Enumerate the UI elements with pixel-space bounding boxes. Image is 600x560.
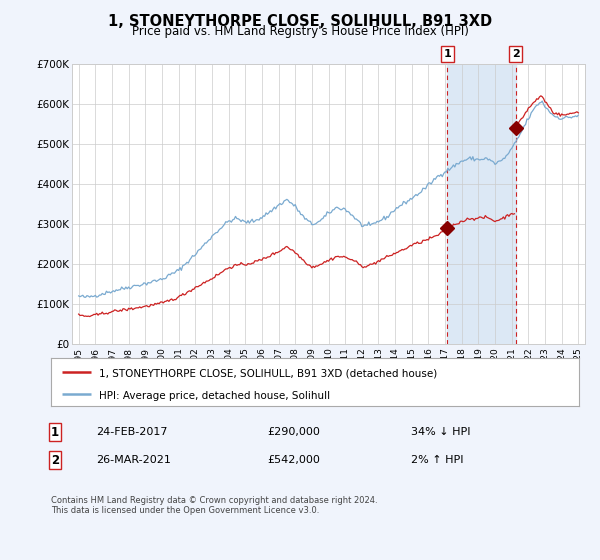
Text: 26-MAR-2021: 26-MAR-2021 bbox=[96, 455, 171, 465]
Text: 34% ↓ HPI: 34% ↓ HPI bbox=[411, 427, 470, 437]
Text: 2: 2 bbox=[512, 49, 520, 59]
Text: Contains HM Land Registry data © Crown copyright and database right 2024.
This d: Contains HM Land Registry data © Crown c… bbox=[51, 496, 377, 515]
Text: 1: 1 bbox=[51, 426, 59, 439]
Text: 24-FEB-2017: 24-FEB-2017 bbox=[96, 427, 167, 437]
Text: £542,000: £542,000 bbox=[267, 455, 320, 465]
Text: 2: 2 bbox=[51, 454, 59, 467]
Text: 1, STONEYTHORPE CLOSE, SOLIHULL, B91 3XD: 1, STONEYTHORPE CLOSE, SOLIHULL, B91 3XD bbox=[108, 14, 492, 29]
Text: Price paid vs. HM Land Registry's House Price Index (HPI): Price paid vs. HM Land Registry's House … bbox=[131, 25, 469, 38]
Text: HPI: Average price, detached house, Solihull: HPI: Average price, detached house, Soli… bbox=[98, 391, 329, 401]
Bar bbox=[448, 64, 515, 344]
Text: £290,000: £290,000 bbox=[267, 427, 320, 437]
Text: 2% ↑ HPI: 2% ↑ HPI bbox=[411, 455, 463, 465]
Text: 1: 1 bbox=[443, 49, 451, 59]
Text: 1, STONEYTHORPE CLOSE, SOLIHULL, B91 3XD (detached house): 1, STONEYTHORPE CLOSE, SOLIHULL, B91 3XD… bbox=[98, 368, 437, 379]
